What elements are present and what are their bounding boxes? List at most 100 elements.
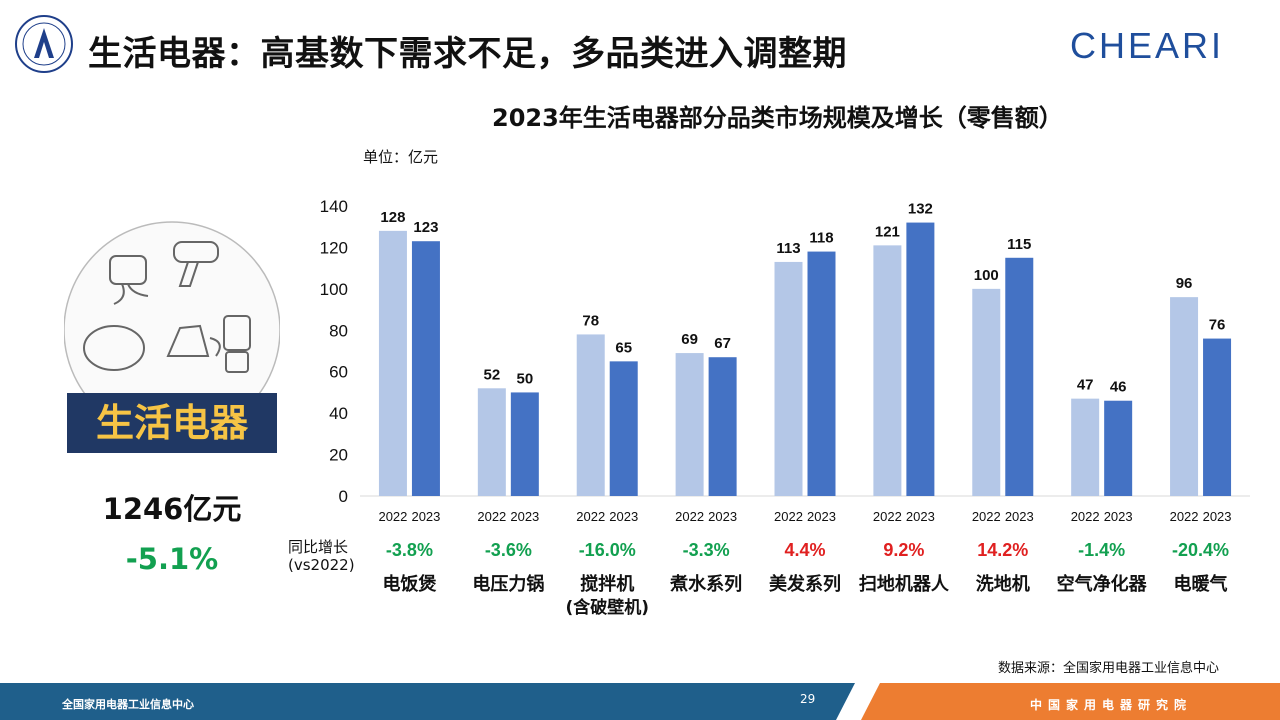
category-label: 搅拌机	[580, 573, 634, 595]
data-label: 132	[908, 201, 933, 218]
x-tick-year: 2022	[774, 509, 803, 524]
footer-left-text: 全国家用电器工业信息中心	[62, 698, 194, 711]
data-label: 50	[516, 370, 533, 387]
yoy-label-line1: 同比增长	[288, 538, 349, 556]
category-label: 空气净化器	[1057, 573, 1148, 595]
x-tick-year: 2023	[906, 509, 935, 524]
y-tick-label: 0	[339, 487, 348, 506]
x-tick-year: 2023	[708, 509, 737, 524]
page-title: 生活电器：高基数下需求不足，多品类进入调整期	[88, 34, 847, 74]
data-label: 76	[1209, 317, 1226, 334]
bar-2023	[906, 222, 935, 497]
category-label: 洗地机	[976, 573, 1030, 595]
institute-seal-logo	[15, 15, 73, 73]
x-tick-year: 2022	[1170, 509, 1199, 524]
y-tick-label: 80	[329, 321, 348, 340]
x-tick-year: 2023	[1104, 509, 1133, 524]
data-label: 78	[582, 312, 599, 329]
x-tick-year: 2022	[873, 509, 902, 524]
bar-2023	[609, 361, 638, 496]
data-label: 123	[413, 219, 438, 236]
chart-title: 2023年生活电器部分品类市场规模及增长（零售额）	[492, 104, 1063, 132]
bar-2023	[1203, 338, 1232, 496]
x-tick-year: 2023	[510, 509, 539, 524]
bar-2023	[510, 392, 539, 496]
y-tick-label: 120	[320, 238, 348, 257]
bar-2022	[675, 353, 704, 496]
y-tick-label: 100	[320, 280, 348, 299]
data-label: 128	[380, 209, 405, 226]
y-tick-label: 20	[329, 446, 348, 465]
bar-2022	[873, 245, 902, 496]
x-tick-year: 2023	[609, 509, 638, 524]
x-tick-year: 2023	[1005, 509, 1034, 524]
footer-blue-band	[0, 683, 855, 720]
data-label: 121	[875, 223, 900, 240]
x-tick-year: 2022	[972, 509, 1001, 524]
category-label: 电暖气	[1174, 573, 1228, 595]
category-label: 电压力锅	[472, 573, 544, 595]
x-tick-year: 2022	[675, 509, 704, 524]
data-label: 100	[974, 267, 999, 284]
y-tick-label: 140	[320, 197, 348, 216]
category-badge: 生活电器	[67, 393, 277, 453]
yoy-label-line2: (vs2022)	[288, 556, 355, 574]
bar-2022	[477, 388, 506, 496]
data-label: 115	[1007, 236, 1031, 253]
appliance-illustration	[64, 221, 280, 400]
cheari-logo: CHEARI	[1070, 25, 1224, 66]
x-tick-year: 2023	[807, 509, 836, 524]
category-label: 美发系列	[769, 573, 841, 595]
total-market-size: 1246亿元	[102, 492, 242, 526]
x-tick-year: 2022	[1071, 509, 1100, 524]
source-note: 数据来源：全国家用电器工业信息中心	[998, 661, 1220, 676]
data-label: 69	[681, 331, 698, 348]
bar-2022	[972, 288, 1001, 496]
data-label: 113	[776, 240, 800, 257]
category-label: 电饭煲	[382, 573, 437, 595]
bar-2022	[1170, 297, 1199, 496]
data-label: 52	[483, 366, 500, 383]
bar-2023	[1005, 257, 1034, 496]
data-label: 67	[714, 335, 731, 352]
data-label: 96	[1176, 275, 1193, 292]
bar-2023	[807, 251, 836, 496]
category-label: 煮水系列	[669, 573, 742, 595]
bar-2022	[774, 261, 803, 496]
footer-right-text: 中国家用电器研究院	[1030, 698, 1193, 712]
brand-text: CHEARI	[1070, 25, 1224, 66]
yoy-growth-value: -20.4%	[1172, 540, 1229, 560]
yoy-growth-value: -3.3%	[683, 540, 730, 560]
data-label: 47	[1077, 377, 1094, 394]
yoy-growth-value: 4.4%	[784, 540, 825, 560]
x-tick-year: 2022	[477, 509, 506, 524]
bar-2023	[708, 357, 737, 496]
data-label: 118	[809, 230, 833, 247]
bar-2023	[1104, 400, 1133, 496]
yoy-growth-value: -1.4%	[1078, 540, 1125, 560]
bar-2022	[378, 230, 407, 496]
yoy-growth-value: -16.0%	[579, 540, 636, 560]
bar-2023	[411, 241, 440, 496]
category-label: 扫地机器人	[859, 573, 950, 595]
x-tick-year: 2022	[378, 509, 407, 524]
footer-band	[0, 683, 1280, 720]
x-tick-year: 2023	[411, 509, 440, 524]
total-growth: -5.1%	[125, 542, 219, 576]
x-tick-year: 2023	[1203, 509, 1232, 524]
x-tick-year: 2022	[576, 509, 605, 524]
bar-2022	[1071, 398, 1100, 496]
data-label: 46	[1110, 379, 1127, 396]
yoy-growth-value: -3.8%	[386, 540, 433, 560]
yoy-growth-value: 14.2%	[977, 540, 1028, 560]
yoy-growth-value: 9.2%	[883, 540, 924, 560]
data-label: 65	[615, 339, 632, 356]
unit-label: 单位：亿元	[363, 148, 439, 166]
yoy-growth-value: -3.6%	[485, 540, 532, 560]
y-tick-label: 60	[329, 363, 348, 382]
page-number: 29	[800, 692, 816, 706]
y-tick-label: 40	[329, 404, 348, 423]
bar-2022	[576, 334, 605, 496]
category-sublabel: (含破壁机)	[565, 597, 649, 618]
